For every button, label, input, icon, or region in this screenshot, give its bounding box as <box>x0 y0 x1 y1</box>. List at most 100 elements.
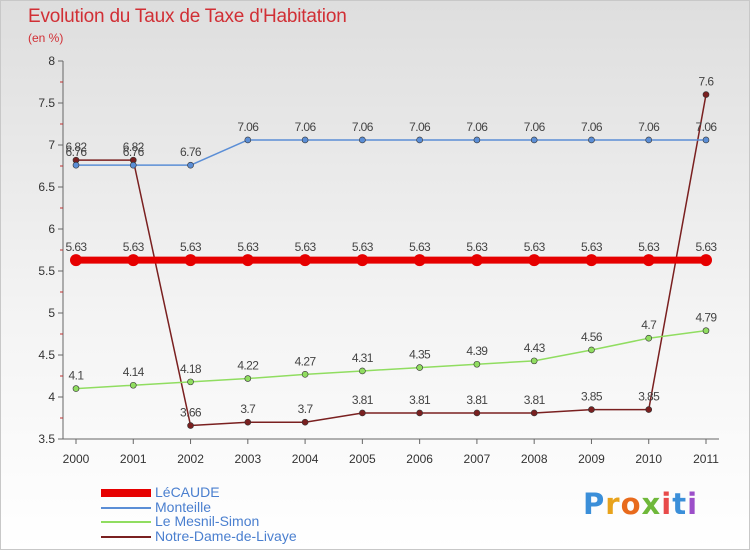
y-tick-label: 7 <box>48 138 55 152</box>
data-label: 5.63 <box>66 240 88 254</box>
data-point <box>244 136 252 144</box>
data-point <box>416 364 423 371</box>
data-label: 7.06 <box>581 120 603 134</box>
data-point <box>72 385 80 392</box>
data-label: 3.85 <box>638 390 660 404</box>
data-point <box>244 418 252 426</box>
data-label: 3.66 <box>180 406 202 420</box>
data-label: 5.63 <box>352 240 374 254</box>
y-tick-label: 5.5 <box>38 264 55 278</box>
logo-letter: r <box>605 487 621 521</box>
x-tick-label: 2002 <box>177 452 204 466</box>
data-label: 5.63 <box>696 240 718 254</box>
data-label: 3.81 <box>466 393 488 407</box>
legend-swatch <box>101 506 151 509</box>
data-label: 7.06 <box>352 120 374 134</box>
data-point <box>413 254 426 267</box>
x-tick-label: 2005 <box>349 452 376 466</box>
data-label: 3.81 <box>352 393 374 407</box>
series-0 <box>70 254 712 267</box>
proxiti-logo: Proxiti <box>583 487 698 521</box>
y-tick-label: 6 <box>48 222 55 236</box>
chart-title: Evolution du Taux de Taxe d'Habitation <box>28 6 347 27</box>
data-label: 7.06 <box>237 120 259 134</box>
data-point <box>416 136 423 144</box>
data-point <box>700 254 712 267</box>
data-point <box>129 381 137 389</box>
data-point <box>588 406 595 413</box>
data-label: 7.06 <box>524 120 546 134</box>
data-point <box>473 136 481 144</box>
data-point <box>585 254 598 267</box>
data-point <box>530 409 538 417</box>
data-label: 4.27 <box>295 354 317 368</box>
data-label: 5.63 <box>581 240 603 254</box>
data-label: 6.76 <box>123 145 145 159</box>
data-label: 5.63 <box>123 240 145 254</box>
data-point <box>72 161 80 169</box>
legend-label: LéCAUDE <box>155 484 220 500</box>
data-label: 5.63 <box>466 240 488 254</box>
data-label: 6.82 <box>66 140 88 154</box>
data-point <box>473 409 481 417</box>
data-point <box>187 378 194 386</box>
series-line <box>75 139 707 166</box>
data-label: 5.63 <box>409 240 431 254</box>
data-label: 4.7 <box>641 318 657 332</box>
data-label: 3.81 <box>524 393 546 407</box>
data-point <box>528 254 541 267</box>
data-label: 4.56 <box>581 330 603 344</box>
data-label: 4.1 <box>69 369 85 383</box>
y-tick-label: 4.5 <box>38 348 55 362</box>
legend-label: Notre-Dame-de-Livaye <box>155 527 297 544</box>
data-point <box>470 254 483 267</box>
x-tick-label: 2007 <box>464 452 491 466</box>
data-point <box>642 254 655 267</box>
data-label: 4.31 <box>352 351 374 365</box>
y-tick-label: 4 <box>48 390 55 404</box>
data-point <box>244 375 252 382</box>
data-label: 3.85 <box>581 390 603 404</box>
data-label: 3.7 <box>298 402 314 416</box>
data-point <box>241 254 254 267</box>
x-tick-label: 2006 <box>406 452 433 466</box>
y-tick-label: 8 <box>48 54 55 68</box>
data-label: 7.06 <box>638 120 660 134</box>
series-2 <box>72 327 710 392</box>
data-point <box>301 136 309 144</box>
x-tick-label: 2011 <box>693 452 719 466</box>
data-label: 4.35 <box>409 348 431 362</box>
data-point <box>645 136 653 144</box>
chart-subtitle: (en %) <box>28 31 64 45</box>
data-point <box>645 334 653 342</box>
series-line <box>75 93 707 427</box>
data-label: 4.22 <box>237 359 259 373</box>
data-label: 4.18 <box>180 362 202 376</box>
data-label: 7.06 <box>409 120 431 134</box>
x-tick-label: 2010 <box>635 452 662 466</box>
data-label: 5.63 <box>237 240 259 254</box>
data-label: 4.79 <box>696 311 718 325</box>
data-point <box>359 409 366 417</box>
data-point <box>588 136 595 144</box>
series-line <box>75 329 707 390</box>
data-point <box>359 367 366 375</box>
data-label: 6.82 <box>123 140 145 154</box>
legend-swatch <box>101 535 151 538</box>
data-label: 3.81 <box>409 393 431 407</box>
data-point <box>301 418 309 426</box>
data-label: 3.7 <box>240 402 256 416</box>
data-point <box>184 254 197 267</box>
data-point <box>70 254 82 267</box>
logo-letter: o <box>620 487 642 521</box>
legend-swatch <box>101 489 151 497</box>
data-point <box>702 91 710 98</box>
logo-letter: i <box>687 487 699 521</box>
logo-letter: t <box>672 487 688 521</box>
data-label: 6.76 <box>66 145 88 159</box>
data-label: 7.06 <box>466 120 488 134</box>
data-point <box>356 254 369 267</box>
data-point <box>702 136 710 144</box>
